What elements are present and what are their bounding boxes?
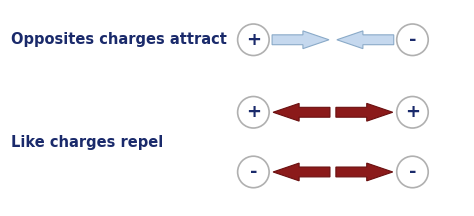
Text: -: - — [250, 163, 257, 181]
Circle shape — [397, 97, 428, 128]
FancyArrow shape — [336, 103, 393, 121]
Circle shape — [237, 24, 269, 56]
Text: -: - — [409, 163, 416, 181]
FancyArrow shape — [273, 103, 330, 121]
Text: +: + — [246, 103, 261, 121]
FancyArrow shape — [272, 31, 329, 49]
Text: Opposites charges attract: Opposites charges attract — [11, 32, 227, 47]
Circle shape — [397, 24, 428, 56]
FancyArrow shape — [337, 31, 394, 49]
Text: -: - — [409, 31, 416, 49]
FancyArrow shape — [336, 163, 393, 181]
Circle shape — [237, 156, 269, 188]
Text: +: + — [405, 103, 420, 121]
FancyArrow shape — [273, 163, 330, 181]
Circle shape — [397, 156, 428, 188]
Text: Like charges repel: Like charges repel — [11, 135, 163, 150]
Text: +: + — [246, 31, 261, 49]
Circle shape — [237, 97, 269, 128]
